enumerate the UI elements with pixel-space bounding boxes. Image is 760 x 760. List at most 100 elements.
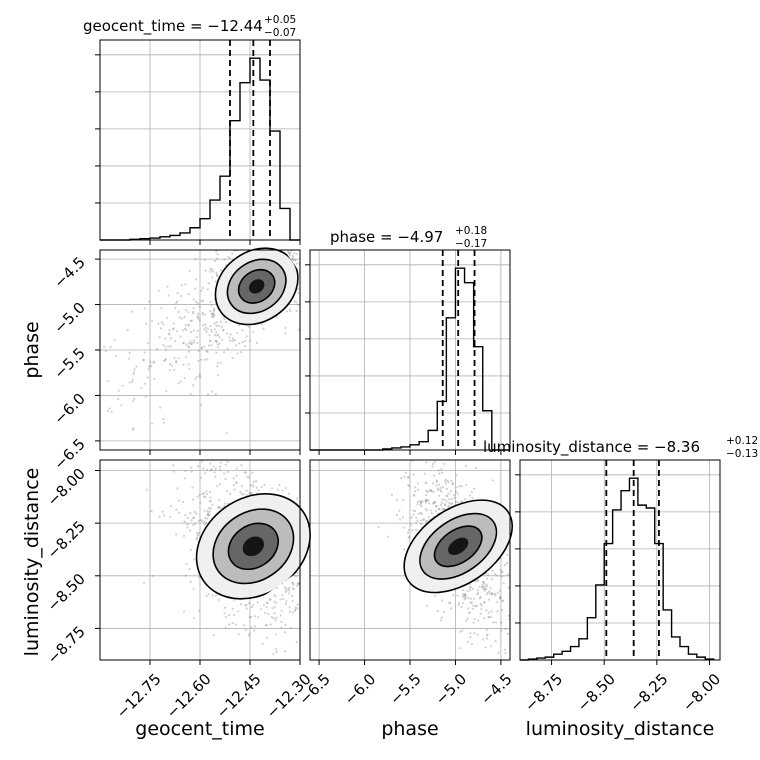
sample-point (425, 501, 428, 504)
sample-point (218, 499, 221, 502)
sample-point (416, 423, 418, 425)
sample-point (329, 580, 331, 582)
sample-point (187, 363, 190, 366)
sample-point (182, 500, 185, 503)
sample-point (167, 294, 170, 297)
sample-point (303, 574, 305, 576)
sample-point (459, 630, 462, 633)
xlabel-geocent-time: geocent_time (135, 718, 264, 740)
sample-point (285, 310, 288, 313)
sample-point (204, 269, 207, 272)
sample-point (252, 485, 255, 488)
sample-point (303, 634, 305, 636)
sample-point (159, 406, 162, 409)
sample-point (279, 230, 281, 232)
sample-point (215, 324, 218, 327)
sample-point (462, 593, 465, 596)
sample-point (172, 470, 175, 473)
sample-point (464, 619, 468, 623)
sample-point (439, 503, 443, 506)
sample-point (196, 315, 199, 318)
sample-point (427, 422, 429, 424)
sample-point (461, 601, 465, 605)
sample-point (499, 568, 502, 572)
sample-point (199, 376, 202, 379)
sample-point (264, 624, 268, 627)
sample-point (476, 579, 479, 582)
sample-point (513, 600, 515, 602)
sample-point (444, 504, 447, 507)
sample-point (147, 300, 151, 303)
sample-point (199, 476, 203, 479)
sample-point (204, 472, 207, 475)
sample-point (166, 285, 169, 288)
sample-point (288, 606, 291, 609)
sample-point (208, 510, 212, 513)
sample-point (552, 564, 554, 566)
sample-point (177, 382, 180, 385)
sample-point (457, 601, 461, 605)
sample-point (473, 597, 476, 600)
sample-point (323, 215, 325, 217)
sample-point (227, 623, 231, 626)
sample-point (202, 324, 205, 327)
sample-point (488, 590, 491, 593)
sample-point (162, 359, 165, 363)
sample-point (200, 289, 203, 292)
sample-point (183, 376, 186, 380)
sample-point (228, 257, 231, 260)
sample-point (217, 506, 221, 509)
sample-point (236, 352, 239, 355)
sample-point (224, 477, 227, 481)
sample-point (216, 444, 218, 446)
sample-point (276, 488, 279, 491)
sample-point (273, 593, 276, 597)
sample-point (192, 298, 195, 301)
sample-point (303, 574, 305, 576)
sample-point (494, 594, 497, 597)
sample-point (489, 587, 492, 590)
sample-point (216, 361, 219, 364)
sample-point (200, 358, 203, 361)
sample-point (174, 361, 178, 364)
sample-point (476, 579, 479, 582)
sample-point (201, 311, 205, 314)
sample-point (400, 477, 403, 480)
sample-point (403, 548, 406, 551)
sample-point (145, 322, 148, 325)
sample-point (286, 247, 288, 249)
sample-point (240, 492, 243, 496)
sample-point (231, 621, 234, 625)
sample-point (443, 498, 446, 501)
sample-point (228, 336, 231, 339)
sample-point (235, 482, 239, 485)
sample-point (214, 331, 218, 334)
sample-point (233, 613, 236, 617)
sample-point (460, 500, 463, 503)
sample-point (500, 629, 503, 632)
sample-point (284, 650, 287, 653)
sample-point (215, 340, 219, 343)
hist-line-luminosity_distance (520, 477, 715, 661)
sample-point (164, 345, 167, 348)
sample-point (175, 508, 178, 511)
sample-point (321, 246, 323, 248)
sample-point (440, 490, 443, 493)
sample-point (106, 409, 109, 412)
sample-point (301, 237, 303, 239)
sample-point (177, 499, 181, 502)
sample-point (239, 351, 243, 354)
sample-point (213, 322, 216, 325)
sample-point (444, 479, 447, 483)
sample-point (413, 510, 417, 513)
sample-point (189, 580, 192, 583)
sample-point (207, 282, 210, 285)
sample-point (211, 390, 214, 393)
sample-point (398, 509, 401, 512)
sample-point (16, 424, 18, 426)
sample-point (184, 469, 187, 473)
scatter-panel-phase-luminosity_distance (309, 422, 554, 665)
sample-point (231, 356, 234, 359)
sample-point (193, 510, 196, 514)
sample-point (464, 594, 467, 598)
